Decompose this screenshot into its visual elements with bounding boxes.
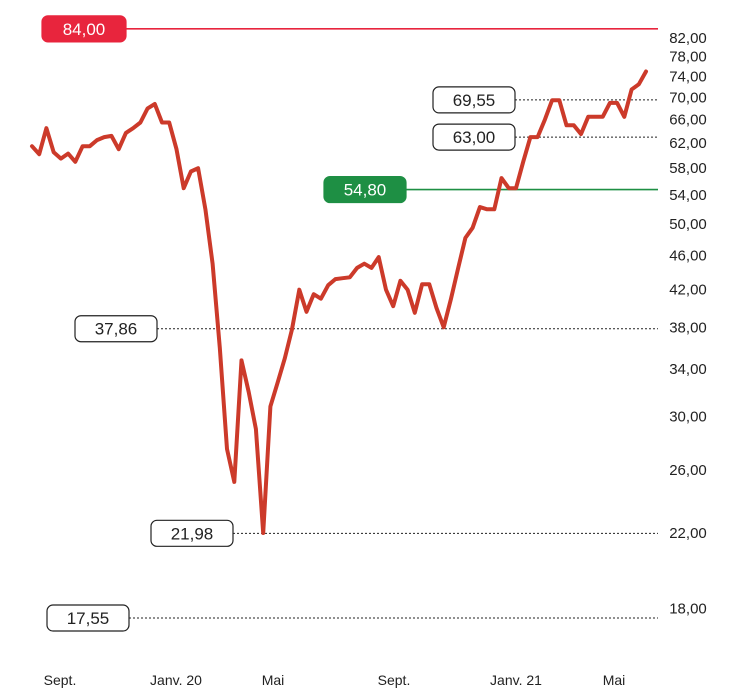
reference-label-box [150,519,234,547]
y-tick-label: 22,00 [669,525,707,542]
reference-label: 37,86 [95,320,138,339]
y-tick-label: 74,00 [669,69,707,86]
reference-label-box [432,86,516,114]
series-layer [30,69,648,535]
y-tick-label: 50,00 [669,216,707,233]
y-axis: 18,00 22,00 26,00 30,00 34,00 38,00 42,00 46,00… [669,30,707,618]
reference-label: 69,55 [453,91,496,110]
reference-label-box [46,604,130,632]
reference-labels: 84,00 54,80 69,55 63,00 37,86 21,98 17,55 [41,15,516,632]
reference-label: 54,80 [344,181,387,200]
y-tick-label: 46,00 [669,247,707,264]
x-tick-label: Janv. 21 [490,672,542,688]
y-tick-label: 26,00 [669,462,707,479]
reference-lines [126,28,658,619]
reference-label-box [41,15,127,43]
reference-label: 17,55 [67,609,110,628]
x-tick-label: Mai [262,672,285,688]
x-tick-label: Sept. [44,672,77,688]
y-tick-label: 54,00 [669,187,707,204]
y-tick-label: 58,00 [669,160,707,177]
reference-label-box [432,123,516,151]
y-tick-label: 70,00 [669,89,707,106]
reference-label: 63,00 [453,128,496,147]
x-tick-label: Mai [603,672,626,688]
y-tick-label: 34,00 [669,361,707,378]
y-tick-label: 38,00 [669,319,707,336]
reference-label: 84,00 [63,20,106,39]
price-series-line [30,69,648,535]
y-tick-label: 62,00 [669,135,707,152]
x-tick-label: Sept. [378,672,411,688]
x-axis: Sept. Janv. 20 Mai Sept. Janv. 21 Mai [44,672,626,688]
reference-label-box [323,175,407,204]
y-tick-label: 42,00 [669,282,707,299]
y-tick-label: 78,00 [669,49,707,66]
reference-label: 21,98 [171,524,214,543]
x-tick-label: Janv. 20 [150,672,202,688]
y-tick-label: 30,00 [669,408,707,425]
y-tick-label: 66,00 [669,112,707,129]
y-tick-label: 18,00 [669,600,707,617]
reference-label-box [74,315,158,343]
y-tick-label: 82,00 [669,30,707,47]
